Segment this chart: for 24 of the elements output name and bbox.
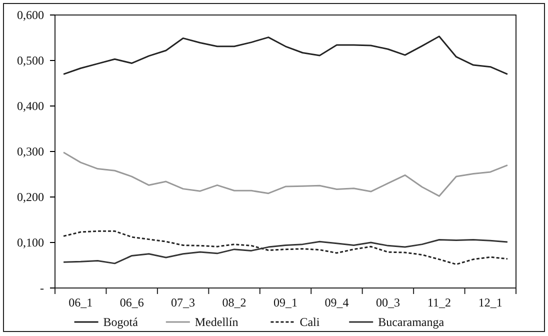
line-series xyxy=(62,239,508,264)
x-tick-label: 12_1 xyxy=(478,296,502,310)
y-tick-label: 0,200 xyxy=(17,190,44,204)
line-series xyxy=(62,230,508,266)
line-series xyxy=(62,36,508,75)
x-tick-label: 06_1 xyxy=(68,296,93,310)
y-tick-label: 0,300 xyxy=(17,144,44,158)
x-tick-label: 09_4 xyxy=(324,296,349,310)
x-tick-label: 00_3 xyxy=(376,296,400,310)
y-tick-label: 0,100 xyxy=(17,235,44,250)
x-tick-label: 11_2 xyxy=(427,296,451,310)
x-tick-label: 06_6 xyxy=(120,296,144,310)
y-tick-label: 0,600 xyxy=(17,8,44,22)
y-tick-label: 0,400 xyxy=(17,98,44,113)
y-tick-label: - xyxy=(40,280,44,295)
y-tick-label: 0,500 xyxy=(17,53,44,68)
x-tick-label: 07_3 xyxy=(171,296,196,310)
x-tick-label: 09_1 xyxy=(274,296,298,310)
legend-label: Bogotá xyxy=(103,315,139,329)
legend-label: Medellín xyxy=(194,315,238,329)
x-tick-label: 08_2 xyxy=(222,296,246,310)
legend-label: Bucaramanga xyxy=(378,315,445,329)
legend-label: Cali xyxy=(300,315,320,329)
line-series xyxy=(62,152,508,197)
